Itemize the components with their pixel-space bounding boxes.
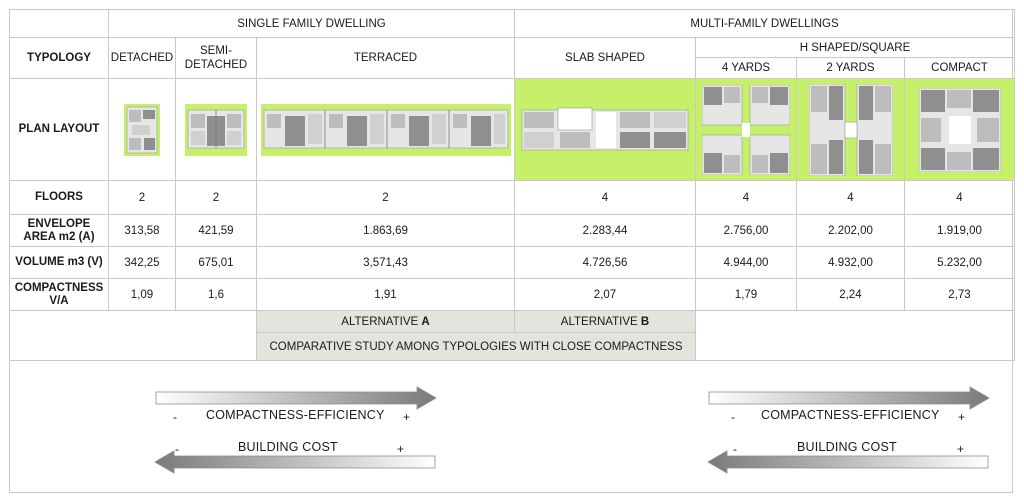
typology-4-yards: 4 YARDS	[695, 57, 797, 79]
plan-4-yards-drawing	[702, 84, 790, 175]
envelope-cell: 421,59	[175, 214, 257, 247]
envelope-cell: 1.863,69	[256, 214, 515, 247]
floors-cell: 4	[514, 180, 696, 215]
compactness-cell: 1,91	[256, 278, 515, 311]
volume-cell: 3,571,43	[256, 246, 515, 279]
plan-slab	[514, 78, 696, 181]
typology-detached: DETACHED	[108, 37, 176, 79]
compactness-cell: 1,6	[175, 278, 257, 311]
group-h-shaped: H SHAPED/SQUARE	[695, 37, 1015, 58]
floors-cell: 4	[695, 180, 797, 215]
efficiency-minus-right: -	[731, 410, 735, 424]
compactness-cell: 1,79	[695, 278, 797, 311]
group-single-family: SINGLE FAMILY DWELLING	[108, 9, 515, 38]
compactness-cell: 2,07	[514, 278, 696, 311]
typology-terraced: TERRACED	[256, 37, 515, 79]
alt-spacer-right	[695, 310, 1015, 361]
plan-semi-detached	[175, 78, 257, 181]
typology-table: SINGLE FAMILY DWELLING MULTI-FAMILY DWEL…	[9, 9, 1015, 361]
row-label-compactness: COMPACTNESS V/A	[9, 278, 109, 311]
envelope-cell: 2.202,00	[796, 214, 905, 247]
volume-cell: 4.932,00	[796, 246, 905, 279]
cost-label-right: BUILDING COST	[797, 440, 897, 454]
plan-compact-drawing	[918, 87, 1001, 172]
comparative-study-note: COMPARATIVE STUDY AMONG TYPOLOGIES WITH …	[256, 332, 696, 361]
cost-plus-left: +	[397, 442, 405, 456]
compactness-cell: 1,09	[108, 278, 176, 311]
plan-semi-detached-drawing	[185, 103, 247, 156]
efficiency-label-left: COMPACTNESS-EFFICIENCY	[206, 408, 385, 422]
floors-cell: 2	[256, 180, 515, 215]
cost-plus-right: +	[957, 442, 965, 456]
typology-semi-detached: SEMI- DETACHED	[175, 37, 257, 79]
row-label-floors: FLOORS	[9, 180, 109, 215]
plan-detached-drawing	[124, 103, 160, 156]
efficiency-minus-left: -	[173, 410, 177, 424]
cost-minus-left: -	[175, 442, 179, 456]
plan-terraced-drawing	[260, 103, 511, 156]
typology-slab: SLAB SHAPED	[514, 37, 696, 79]
row-label-plan: PLAN LAYOUT	[9, 78, 109, 181]
floors-cell: 4	[904, 180, 1015, 215]
volume-cell: 342,25	[108, 246, 176, 279]
plan-2-yards	[796, 78, 905, 181]
plan-slab-drawing	[521, 107, 689, 150]
alternative-b: ALTERNATIVE B	[514, 310, 696, 333]
cost-label-left: BUILDING COST	[238, 440, 338, 454]
corner-cell	[9, 9, 109, 38]
volume-cell: 4.944,00	[695, 246, 797, 279]
compactness-cell: 2,24	[796, 278, 905, 311]
compactness-cell: 2,73	[904, 278, 1015, 311]
efficiency-arrow-left	[155, 386, 437, 410]
cost-minus-right: -	[733, 442, 737, 456]
plan-2-yards-drawing	[808, 83, 893, 176]
floors-cell: 2	[175, 180, 257, 215]
volume-cell: 5.232,00	[904, 246, 1015, 279]
group-multi-family: MULTI-FAMILY DWELLINGS	[514, 9, 1015, 38]
plan-detached	[108, 78, 176, 181]
typology-compact: COMPACT	[904, 57, 1015, 79]
envelope-cell: 2.283,44	[514, 214, 696, 247]
plan-4-yards	[695, 78, 797, 181]
cost-arrow-left	[154, 450, 436, 474]
alternative-a: ALTERNATIVE A	[256, 310, 515, 333]
efficiency-label-right: COMPACTNESS-EFFICIENCY	[761, 408, 940, 422]
efficiency-arrow-right	[708, 386, 990, 410]
efficiency-plus-right: +	[958, 410, 966, 424]
envelope-cell: 1.919,00	[904, 214, 1015, 247]
plan-compact	[904, 78, 1015, 181]
envelope-cell: 313,58	[108, 214, 176, 247]
row-label-volume: VOLUME m3 (V)	[9, 246, 109, 279]
floors-cell: 2	[108, 180, 176, 215]
plan-terraced	[256, 78, 515, 181]
alt-spacer-left	[9, 310, 257, 361]
cost-arrow-right	[707, 450, 989, 474]
floors-cell: 4	[796, 180, 905, 215]
volume-cell: 4.726,56	[514, 246, 696, 279]
envelope-cell: 2.756,00	[695, 214, 797, 247]
typology-2-yards: 2 YARDS	[796, 57, 905, 79]
volume-cell: 675,01	[175, 246, 257, 279]
efficiency-plus-left: +	[403, 410, 411, 424]
row-label-envelope: ENVELOPE AREA m2 (A)	[9, 214, 109, 247]
row-label-typology: TYPOLOGY	[9, 37, 109, 79]
